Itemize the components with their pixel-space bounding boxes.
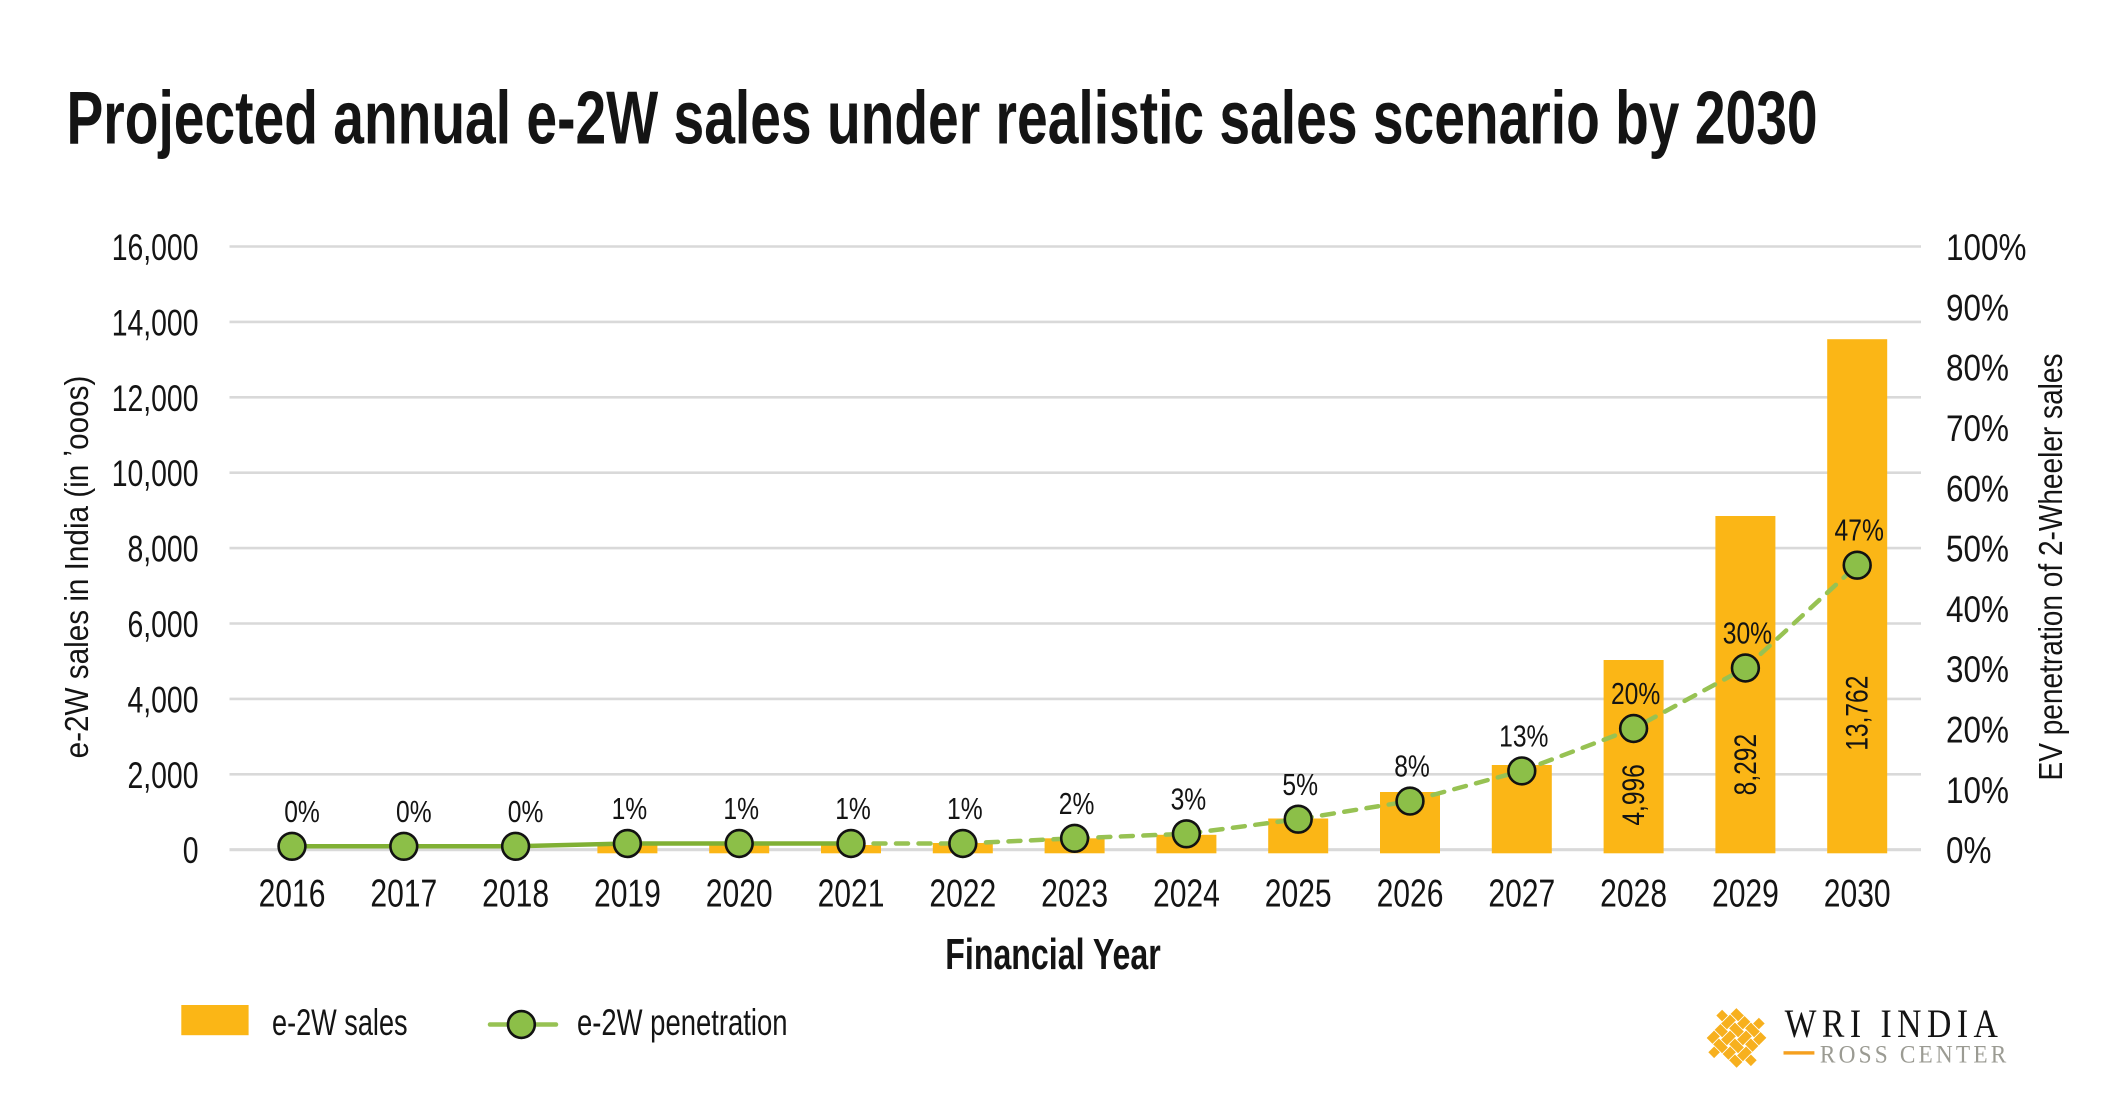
svg-text:2%: 2% — [1059, 786, 1095, 820]
svg-text:6,000: 6,000 — [127, 603, 198, 645]
svg-text:2020: 2020 — [706, 872, 773, 916]
svg-text:13,762: 13,762 — [1839, 676, 1875, 751]
svg-text:1%: 1% — [612, 791, 648, 825]
svg-text:5%: 5% — [1282, 767, 1318, 801]
svg-text:4,000: 4,000 — [127, 679, 198, 721]
svg-text:0%: 0% — [396, 794, 432, 828]
svg-text:e-2W sales: e-2W sales — [272, 1002, 408, 1043]
svg-text:3%: 3% — [1171, 782, 1207, 816]
svg-text:2030: 2030 — [1824, 872, 1891, 916]
svg-text:20%: 20% — [1611, 676, 1660, 710]
svg-text:30%: 30% — [1723, 616, 1772, 650]
svg-text:12,000: 12,000 — [112, 377, 199, 419]
svg-text:8%: 8% — [1394, 749, 1430, 783]
svg-text:1%: 1% — [947, 791, 983, 825]
svg-text:47%: 47% — [1835, 513, 1884, 547]
svg-text:100%: 100% — [1946, 228, 2026, 269]
svg-text:2026: 2026 — [1377, 872, 1444, 916]
svg-text:0%: 0% — [508, 794, 544, 828]
svg-text:90%: 90% — [1946, 288, 2009, 329]
svg-text:e-2W penetration: e-2W penetration — [577, 1002, 788, 1043]
svg-text:WRI INDIA: WRI INDIA — [1785, 1002, 2004, 1046]
svg-text:1%: 1% — [835, 791, 871, 825]
svg-text:0%: 0% — [284, 794, 320, 828]
svg-text:2023: 2023 — [1041, 872, 1108, 916]
svg-text:40%: 40% — [1946, 590, 2009, 631]
svg-text:2016: 2016 — [259, 872, 326, 916]
svg-text:50%: 50% — [1946, 529, 2009, 570]
svg-text:60%: 60% — [1946, 469, 2009, 510]
svg-text:Projected annual e-2W sales un: Projected annual e-2W sales under realis… — [67, 76, 1818, 160]
svg-text:2017: 2017 — [370, 872, 437, 916]
svg-text:2022: 2022 — [929, 872, 996, 916]
svg-text:10,000: 10,000 — [112, 453, 199, 495]
svg-text:2021: 2021 — [818, 872, 885, 916]
svg-text:ROSS CENTER: ROSS CENTER — [1820, 1041, 2010, 1069]
svg-text:8,292: 8,292 — [1727, 734, 1763, 795]
svg-text:14,000: 14,000 — [112, 302, 199, 344]
svg-text:13%: 13% — [1499, 719, 1548, 753]
svg-text:70%: 70% — [1946, 409, 2009, 450]
svg-text:80%: 80% — [1946, 348, 2009, 389]
svg-text:2019: 2019 — [594, 872, 661, 916]
svg-text:20%: 20% — [1946, 710, 2009, 751]
svg-text:16,000: 16,000 — [112, 226, 199, 268]
svg-text:EV penetration of 2-Wheeler sa: EV penetration of 2-Wheeler sales — [2033, 353, 2070, 780]
svg-text:4,996: 4,996 — [1615, 764, 1651, 825]
svg-text:1%: 1% — [723, 791, 759, 825]
svg-text:30%: 30% — [1946, 650, 2009, 691]
svg-text:2025: 2025 — [1265, 872, 1332, 916]
svg-text:2018: 2018 — [482, 872, 549, 916]
svg-text:2028: 2028 — [1600, 872, 1667, 916]
svg-text:e-2W sales in India (in ʼooos): e-2W sales in India (in ʼooos) — [59, 376, 96, 759]
svg-text:Financial Year: Financial Year — [945, 930, 1160, 979]
svg-text:0: 0 — [183, 830, 199, 872]
svg-text:2029: 2029 — [1712, 872, 1779, 916]
svg-text:2027: 2027 — [1488, 872, 1555, 916]
svg-text:2024: 2024 — [1153, 872, 1220, 916]
svg-text:0%: 0% — [1946, 831, 1991, 872]
svg-text:2,000: 2,000 — [127, 754, 198, 796]
svg-text:10%: 10% — [1946, 771, 2009, 812]
svg-text:8,000: 8,000 — [127, 528, 198, 570]
